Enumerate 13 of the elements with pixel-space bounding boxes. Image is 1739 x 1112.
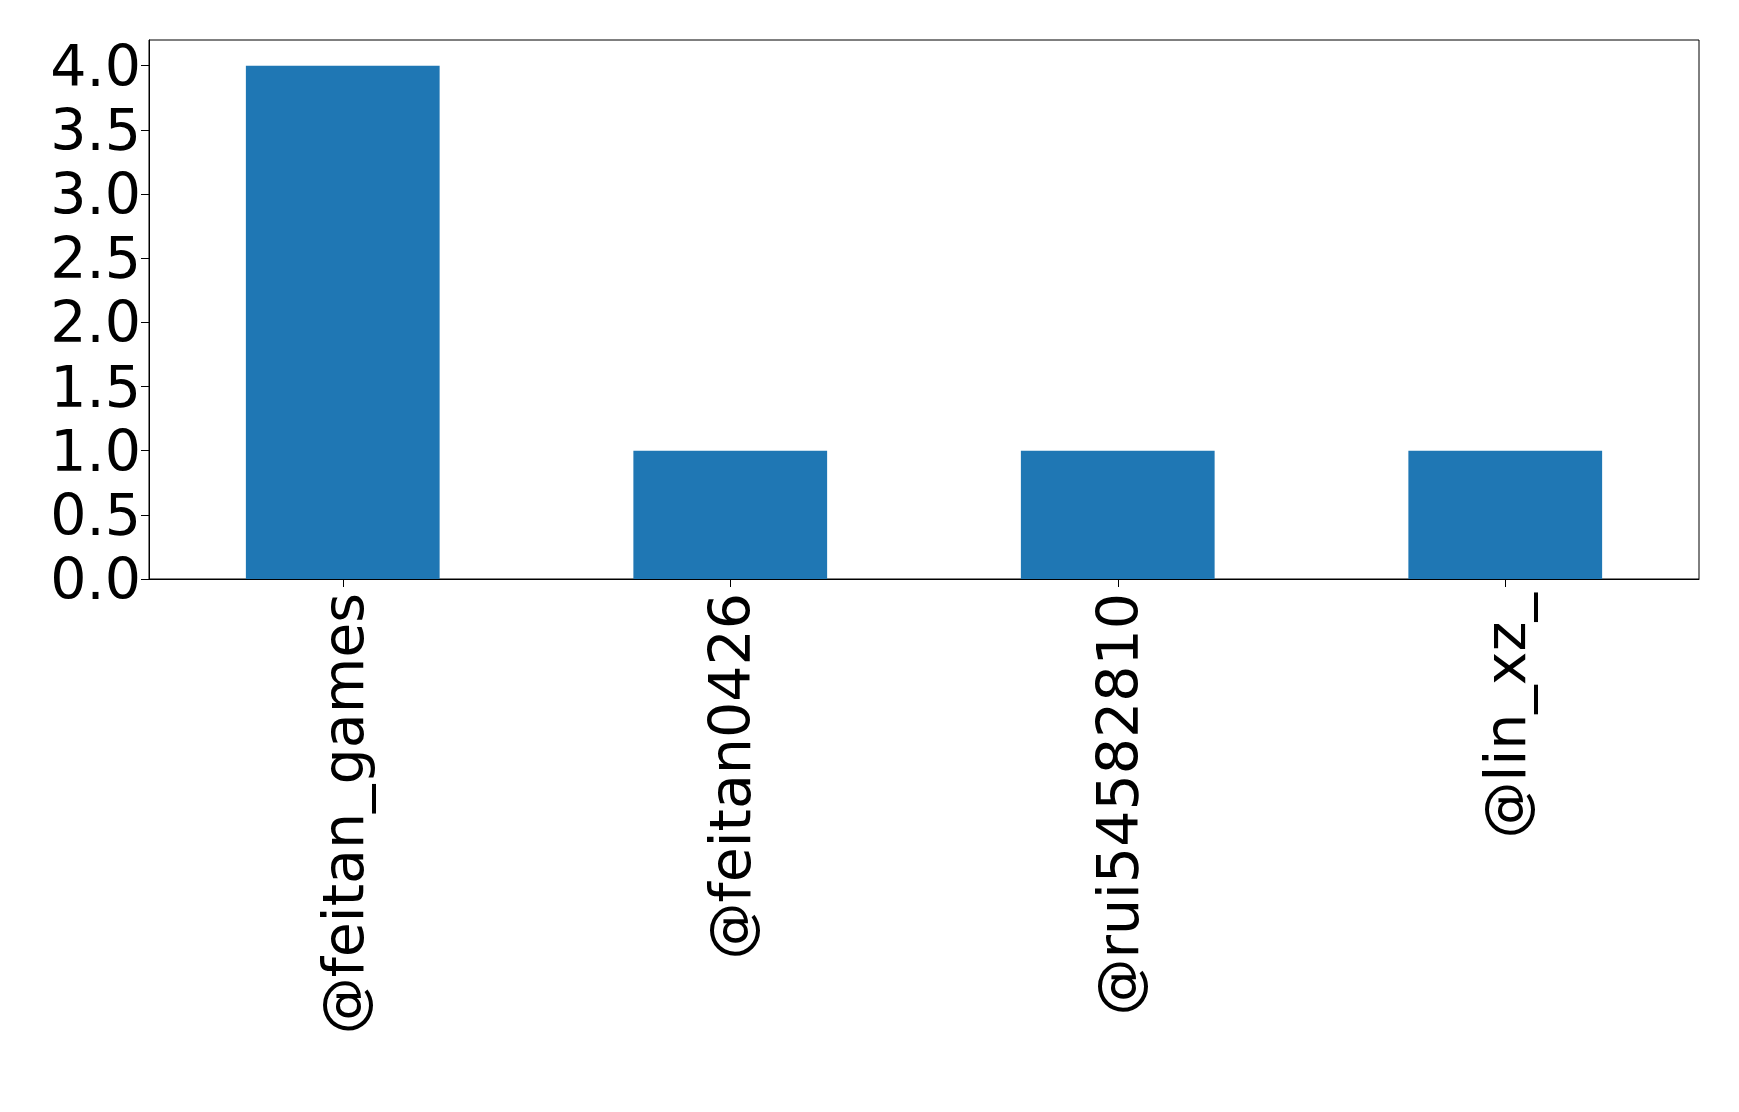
y-tick-label: 4.0 — [50, 32, 141, 99]
y-tick-label: 2.5 — [50, 225, 141, 292]
y-tick-label: 0.0 — [50, 546, 141, 612]
y-tick-label: 1.5 — [50, 353, 141, 420]
x-tick-label: @feitan0426 — [697, 593, 764, 960]
y-tick-label: 3.5 — [50, 96, 141, 163]
y-tick-label: 1.0 — [50, 417, 141, 484]
y-tick-label: 3.0 — [50, 161, 141, 227]
y-tick-label: 0.5 — [50, 481, 141, 548]
x-tick-label: @rui54582810 — [1084, 593, 1151, 1016]
y-tick-label: 2.0 — [50, 289, 141, 356]
x-tick-label: @feitan_games — [309, 593, 376, 1035]
x-tick-label: @lin_xz_ — [1472, 591, 1539, 839]
